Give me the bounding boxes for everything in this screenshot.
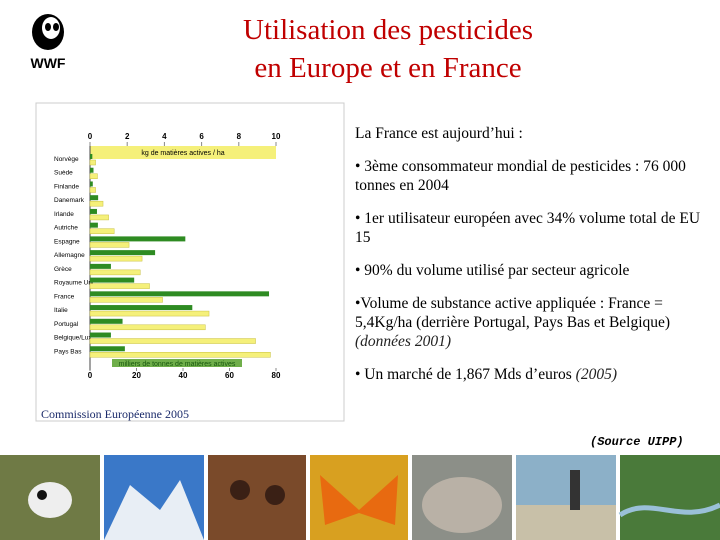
axis-label-band bbox=[90, 146, 276, 159]
bar bbox=[89, 228, 115, 234]
category-label: Portugal bbox=[54, 321, 79, 328]
bar bbox=[90, 167, 94, 173]
intro: La France est aujourd’hui : bbox=[355, 125, 523, 142]
category-label: Allemagne bbox=[54, 252, 85, 259]
bar bbox=[89, 283, 150, 289]
top-tick-label: 8 bbox=[237, 132, 242, 141]
bullet-note: (données 2001) bbox=[355, 333, 451, 350]
bottom-tick-label: 20 bbox=[132, 371, 141, 380]
bullet-text: • 1er utilisateur européen avec 34% volu… bbox=[355, 210, 701, 246]
bar bbox=[90, 277, 135, 283]
bar bbox=[89, 159, 96, 166]
photo-strip bbox=[0, 455, 720, 540]
chart: kg de matières actives / ha milliers de t… bbox=[35, 102, 345, 422]
bullet-text: • 3ème consommateur mondial de pesticide… bbox=[355, 158, 686, 194]
category-label: France bbox=[54, 293, 75, 300]
category-label: Norvège bbox=[54, 156, 79, 163]
category-label: Danemark bbox=[54, 197, 85, 204]
category-label: Belgique/Lux bbox=[54, 335, 92, 342]
bar bbox=[90, 236, 186, 242]
bar bbox=[90, 208, 97, 214]
bar bbox=[89, 269, 141, 276]
category-label: Pays Bas bbox=[54, 348, 82, 355]
bullet-note: (2005) bbox=[575, 366, 617, 383]
category-label: Espagne bbox=[54, 238, 80, 245]
category-label: Irlande bbox=[54, 211, 74, 218]
top-tick-label: 4 bbox=[162, 132, 167, 141]
bar bbox=[89, 187, 96, 193]
bar bbox=[89, 297, 163, 303]
bar bbox=[90, 291, 270, 297]
title-line: en Europe et en France bbox=[254, 52, 522, 84]
axis-label: kg de matières actives / ha bbox=[141, 150, 224, 157]
bullet: •Volume de substance active appliquée : … bbox=[355, 294, 700, 351]
bar bbox=[89, 255, 143, 262]
bottom-tick-label: 40 bbox=[179, 371, 188, 380]
bar bbox=[89, 352, 271, 358]
chart-source: Commission Européenne 2005 bbox=[41, 407, 189, 421]
top-tick-label: 2 bbox=[125, 132, 130, 141]
bullet-text: •Volume de substance active appliquée : … bbox=[355, 295, 671, 331]
bar bbox=[90, 154, 93, 159]
bar bbox=[89, 242, 130, 248]
bar bbox=[90, 318, 123, 324]
bullet: • 3ème consommateur mondial de pesticide… bbox=[355, 157, 700, 195]
bar bbox=[89, 214, 109, 221]
bullet: • 1er utilisateur européen avec 34% volu… bbox=[355, 209, 700, 247]
text-body: La France est aujourd’hui : • 3ème conso… bbox=[355, 124, 700, 398]
axis-label: milliers de tonnes de matières actives bbox=[119, 361, 236, 368]
bar bbox=[90, 305, 193, 311]
bar bbox=[89, 310, 210, 317]
bar bbox=[90, 222, 98, 228]
bar bbox=[90, 181, 93, 187]
wwf-logo: WWF bbox=[31, 14, 66, 71]
logo-text: WWF bbox=[31, 55, 66, 71]
category-label: Italie bbox=[54, 307, 68, 314]
bar bbox=[89, 324, 206, 331]
bullet: • Un marché de 1,867 Mds d’euros (2005) bbox=[355, 365, 700, 384]
category-label: Autriche bbox=[54, 225, 78, 232]
bullet-text: • Un marché de 1,867 Mds d’euros bbox=[355, 366, 572, 383]
bar bbox=[90, 346, 125, 352]
top-tick-label: 0 bbox=[88, 132, 93, 141]
bar bbox=[89, 173, 98, 179]
bottom-tick-label: 60 bbox=[225, 371, 234, 380]
bar bbox=[90, 250, 156, 256]
bar bbox=[89, 338, 256, 344]
bar bbox=[90, 195, 99, 201]
source: (Source UIPP) bbox=[590, 435, 684, 449]
bullet: • 90% du volume utilisé par secteur agri… bbox=[355, 261, 700, 280]
axis-label-band bbox=[112, 359, 242, 367]
top-tick-label: 10 bbox=[272, 132, 281, 141]
category-label: Grèce bbox=[54, 266, 72, 273]
top-tick-label: 6 bbox=[199, 132, 204, 141]
bar bbox=[90, 263, 111, 269]
category-label: Royaume Uni bbox=[54, 280, 93, 287]
bullet-text: • 90% du volume utilisé par secteur agri… bbox=[355, 262, 630, 279]
bottom-tick-label: 0 bbox=[88, 371, 93, 380]
bar bbox=[89, 200, 104, 207]
bar bbox=[90, 332, 111, 338]
category-label: Suède bbox=[54, 170, 73, 177]
title-line: Utilisation des pesticides bbox=[243, 14, 533, 46]
category-label: Finlande bbox=[54, 183, 79, 190]
bottom-tick-label: 80 bbox=[272, 371, 281, 380]
